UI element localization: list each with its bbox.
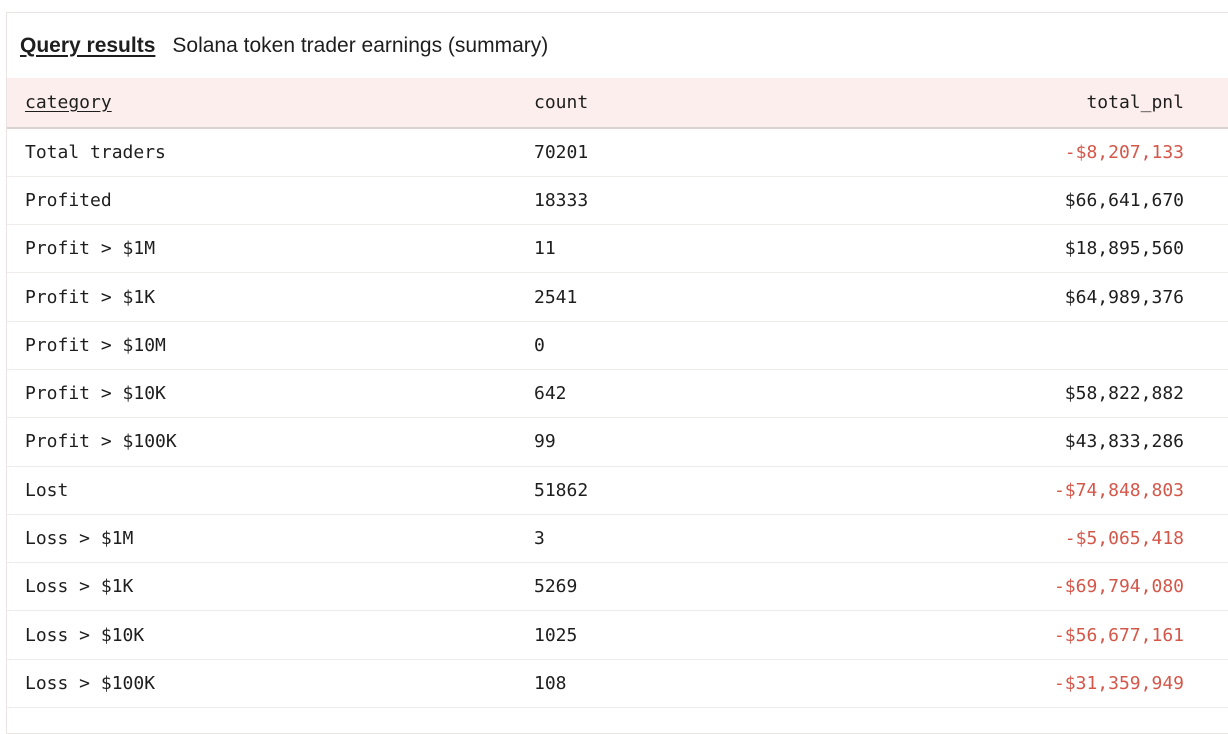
table-row: Total traders 70201 -$8,207,133: [7, 128, 1228, 177]
total-pnl-cell: -$69,794,080: [1053, 576, 1184, 598]
category-cell: Profit > $1K: [25, 286, 156, 308]
column-header-category[interactable]: category: [7, 78, 534, 128]
total-pnl-cell: -$74,848,803: [1053, 479, 1184, 501]
table-row: Profit > $1M 11 $18,895,560: [7, 225, 1228, 273]
table-row: Profit > $10K 642 $58,822,882: [7, 369, 1228, 418]
column-header-total-pnl[interactable]: total_pnl: [1086, 92, 1184, 113]
table-row: Loss > $1M 3 -$5,065,418: [7, 514, 1228, 563]
category-cell: Loss > $100K: [25, 672, 156, 694]
count-cell: 2541: [534, 286, 578, 308]
table-row: Profited 18333 $66,641,670: [7, 176, 1228, 225]
total-pnl-cell: $64,989,376: [1064, 286, 1184, 308]
count-cell: 99: [534, 431, 556, 453]
category-cell: Profited: [25, 189, 112, 211]
count-cell: 11: [534, 238, 556, 260]
count-cell: 18333: [534, 189, 589, 211]
category-cell: Lost: [25, 479, 69, 501]
total-pnl-cell: $18,895,560: [1064, 238, 1184, 260]
count-cell: 70201: [534, 141, 589, 163]
category-cell: Loss > $1K: [25, 576, 134, 598]
count-cell: 5269: [534, 576, 578, 598]
results-table: category count total_pnl Total traders 70…: [7, 78, 1228, 708]
table-row: Lost 51862 -$74,848,803: [7, 466, 1228, 515]
count-cell: 108: [534, 672, 567, 694]
query-results-panel: Query results Solana token trader earnin…: [6, 12, 1228, 734]
query-results-link[interactable]: Query results: [20, 33, 156, 57]
count-cell: 642: [534, 383, 567, 405]
count-cell: 51862: [534, 479, 589, 501]
total-pnl-cell: -$56,677,161: [1053, 624, 1184, 646]
query-title: Solana token trader earnings (summary): [172, 33, 549, 57]
table-row: Profit > $1K 2541 $64,989,376: [7, 273, 1228, 322]
table-row: Profit > $10M 0: [7, 321, 1228, 370]
column-header-count[interactable]: count: [534, 92, 589, 113]
total-pnl-cell: -$31,359,949: [1053, 672, 1184, 694]
category-cell: Loss > $1M: [25, 528, 134, 550]
panel-header: Query results Solana token trader earnin…: [7, 13, 1228, 78]
count-cell: 0: [534, 334, 545, 356]
total-pnl-cell: [934, 321, 1228, 369]
category-cell: Profit > $100K: [25, 431, 177, 453]
table-row: Loss > $100K 108 -$31,359,949: [7, 659, 1228, 708]
category-cell: Total traders: [25, 141, 166, 163]
total-pnl-cell: -$8,207,133: [1064, 141, 1184, 163]
table-header-row: category count total_pnl: [7, 78, 1228, 128]
category-cell: Profit > $10K: [25, 383, 166, 405]
category-cell: Profit > $1M: [25, 238, 156, 260]
total-pnl-cell: -$5,065,418: [1064, 528, 1184, 550]
total-pnl-cell: $66,641,670: [1064, 189, 1184, 211]
count-cell: 1025: [534, 624, 578, 646]
total-pnl-cell: $58,822,882: [1064, 383, 1184, 405]
total-pnl-cell: $43,833,286: [1064, 431, 1184, 453]
category-cell: Profit > $10M: [25, 334, 166, 356]
table-row: Loss > $1K 5269 -$69,794,080: [7, 563, 1228, 611]
category-cell: Loss > $10K: [25, 624, 145, 646]
table-row: Loss > $10K 1025 -$56,677,161: [7, 611, 1228, 660]
table-row: Profit > $100K 99 $43,833,286: [7, 418, 1228, 467]
count-cell: 3: [534, 528, 545, 550]
sort-category-link[interactable]: category: [25, 92, 112, 113]
